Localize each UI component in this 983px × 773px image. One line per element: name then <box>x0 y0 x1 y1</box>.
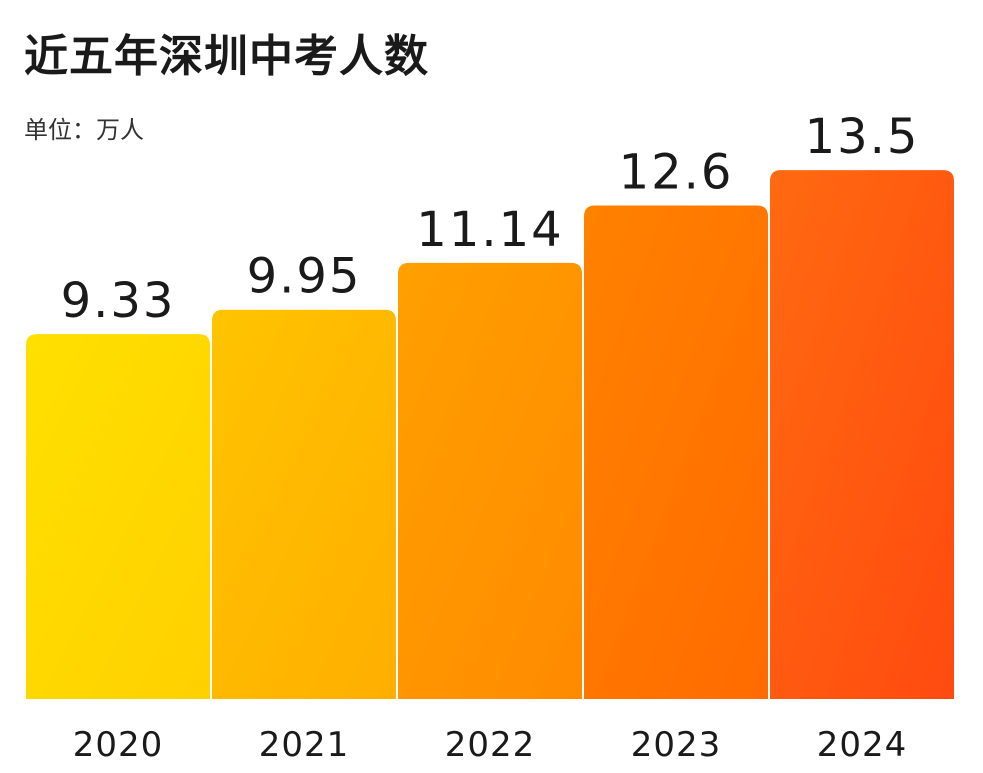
bar-2020 <box>24 332 212 701</box>
x-tick-label-2023: 2023 <box>631 725 722 765</box>
x-tick-label-2020: 2020 <box>73 725 164 765</box>
value-label-2022: 11.14 <box>416 202 563 258</box>
value-label-2021: 9.95 <box>247 249 362 305</box>
x-tick-label-2021: 2021 <box>259 725 350 765</box>
value-label-2024: 13.5 <box>805 109 920 165</box>
bar-2024 <box>768 168 956 701</box>
bar-2023 <box>582 203 770 701</box>
bar-2021 <box>210 307 398 701</box>
x-tick-label-2024: 2024 <box>817 725 908 765</box>
bar-2022 <box>396 260 584 701</box>
chart-title: 近五年深圳中考人数 <box>24 31 429 82</box>
value-label-2023: 12.6 <box>619 144 734 200</box>
unit-label: 单位：万人 <box>24 116 144 144</box>
x-tick-label-2022: 2022 <box>445 725 536 765</box>
value-label-2020: 9.33 <box>61 273 176 329</box>
